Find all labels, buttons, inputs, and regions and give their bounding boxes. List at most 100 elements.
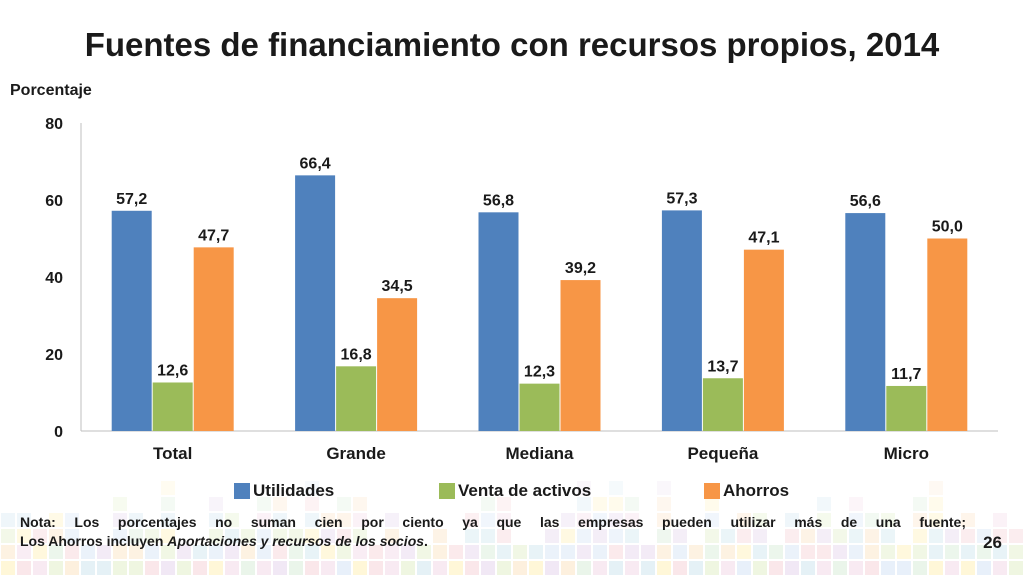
mosaic-tile	[97, 545, 111, 559]
legend-label: Venta de activos	[458, 481, 592, 500]
mosaic-tile	[129, 529, 143, 543]
mosaic-tile	[257, 561, 271, 575]
mosaic-tile	[977, 529, 991, 543]
mosaic-tile	[945, 545, 959, 559]
page-number: 26	[983, 533, 1002, 552]
mosaic-tile	[929, 561, 943, 575]
mosaic-tile	[705, 561, 719, 575]
mosaic-tile	[401, 545, 415, 559]
mosaic-tile	[961, 529, 975, 543]
mosaic-tile	[385, 513, 399, 527]
mosaic-tile	[305, 513, 319, 527]
mosaic-tile	[193, 545, 207, 559]
bar	[927, 238, 968, 431]
mosaic-tile	[609, 481, 623, 495]
mosaic-tile	[753, 545, 767, 559]
mosaic-tile	[609, 513, 623, 527]
mosaic-tile	[865, 529, 879, 543]
x-tick-label: Grande	[326, 444, 386, 463]
data-label: 12,6	[157, 362, 188, 379]
legend-item-utilidades: Utilidades	[234, 480, 334, 502]
mosaic-tile	[625, 545, 639, 559]
data-label: 34,5	[382, 278, 413, 295]
mosaic-tile	[465, 545, 479, 559]
mosaic-tile	[417, 545, 431, 559]
mosaic-tile	[161, 561, 175, 575]
mosaic-tile	[929, 481, 943, 495]
mosaic-tile	[33, 545, 47, 559]
legend-label: Utilidades	[253, 481, 335, 500]
mosaic-tile	[881, 545, 895, 559]
mosaic-tile	[1, 513, 15, 527]
mosaic-tile	[673, 545, 687, 559]
bar	[478, 212, 519, 431]
mosaic-tile	[769, 545, 783, 559]
mosaic-tile	[577, 529, 591, 543]
x-tick-label: Mediana	[505, 444, 574, 463]
mosaic-tile	[481, 545, 495, 559]
mosaic-tile	[209, 497, 223, 511]
mosaic-tile	[17, 561, 31, 575]
y-tick-label: 40	[45, 270, 63, 287]
mosaic-tile	[497, 497, 511, 511]
mosaic-tile	[833, 545, 847, 559]
mosaic-tile	[785, 513, 799, 527]
mosaic-tile	[513, 561, 527, 575]
mosaic-tile	[113, 529, 127, 543]
mosaic-tile	[609, 497, 623, 511]
mosaic-tile	[113, 497, 127, 511]
data-label: 11,7	[891, 366, 921, 383]
mosaic-tile	[33, 561, 47, 575]
mosaic-tile	[673, 561, 687, 575]
mosaic-tile	[897, 561, 911, 575]
mosaic-tile	[977, 561, 991, 575]
data-label: 57,2	[116, 191, 147, 208]
mosaic-tile	[273, 561, 287, 575]
y-tick-label: 80	[45, 116, 63, 133]
mosaic-tile	[465, 513, 479, 527]
mosaic-tile	[497, 529, 511, 543]
mosaic-tile	[657, 545, 671, 559]
mosaic-tile	[273, 497, 287, 511]
mosaic-tile	[577, 513, 591, 527]
data-label: 13,7	[707, 358, 738, 375]
mosaic-tile	[737, 513, 751, 527]
mosaic-tile	[1009, 561, 1023, 575]
mosaic-tile	[561, 561, 575, 575]
mosaic-tile	[241, 561, 255, 575]
bar	[560, 280, 601, 431]
mosaic-tile	[625, 561, 639, 575]
mosaic-tile	[833, 561, 847, 575]
mosaic-tile	[657, 561, 671, 575]
mosaic-tile	[433, 561, 447, 575]
mosaic-tile	[113, 545, 127, 559]
mosaic-tile	[641, 561, 655, 575]
bar-chart: 0 20 40 60 80 57,2 12,6 47,7 Total 66,4 16,8 34,5 Gr…	[45, 116, 998, 463]
mosaic-tile	[625, 529, 639, 543]
mosaic-tile	[353, 545, 367, 559]
mosaic-tile	[657, 529, 671, 543]
mosaic-tile	[929, 513, 943, 527]
mosaic-tile	[113, 561, 127, 575]
mosaic-tile	[801, 545, 815, 559]
mosaic-tile	[737, 561, 751, 575]
data-label: 56,8	[483, 192, 514, 209]
decorative-mosaic-background	[1, 481, 1023, 575]
mosaic-tile	[225, 545, 239, 559]
mosaic-tile	[273, 545, 287, 559]
mosaic-tile	[17, 529, 31, 543]
mosaic-tile	[385, 545, 399, 559]
mosaic-tile	[129, 545, 143, 559]
y-tick-label: 20	[45, 347, 63, 364]
mosaic-tile	[257, 497, 271, 511]
mosaic-tile	[1, 561, 15, 575]
mosaic-tile	[49, 513, 63, 527]
legend-item-ahorros: Ahorros	[704, 480, 789, 502]
data-label: 57,3	[666, 190, 697, 207]
mosaic-tile	[849, 545, 863, 559]
mosaic-tile	[561, 513, 575, 527]
bar	[295, 175, 336, 431]
mosaic-tile	[161, 481, 175, 495]
mosaic-tile	[513, 545, 527, 559]
data-label: 39,2	[565, 260, 596, 277]
